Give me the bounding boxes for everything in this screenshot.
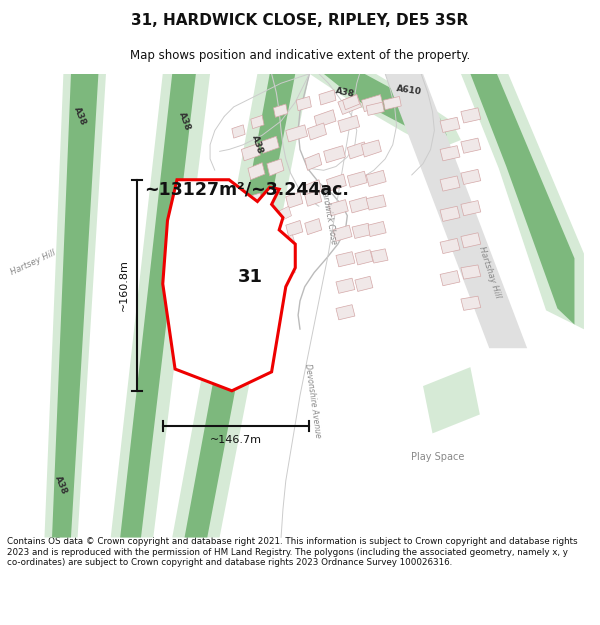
Polygon shape: [232, 125, 245, 138]
Polygon shape: [274, 104, 287, 118]
Text: A38: A38: [177, 111, 192, 132]
Text: A38: A38: [335, 86, 356, 99]
Polygon shape: [470, 74, 574, 324]
Polygon shape: [44, 74, 106, 538]
Text: ~13127m²/~3.244ac.: ~13127m²/~3.244ac.: [144, 180, 349, 198]
Polygon shape: [338, 116, 359, 132]
Polygon shape: [355, 276, 373, 291]
Polygon shape: [366, 195, 386, 210]
Polygon shape: [461, 169, 481, 184]
Polygon shape: [461, 201, 481, 216]
Polygon shape: [172, 74, 310, 538]
Polygon shape: [328, 199, 348, 216]
Polygon shape: [308, 123, 326, 140]
Polygon shape: [440, 146, 460, 161]
Polygon shape: [305, 180, 322, 197]
Polygon shape: [355, 250, 373, 265]
Polygon shape: [461, 138, 481, 153]
Polygon shape: [286, 192, 303, 208]
Polygon shape: [323, 74, 446, 145]
Polygon shape: [185, 74, 295, 538]
Polygon shape: [423, 367, 480, 433]
Text: Devonshire Avenue: Devonshire Avenue: [302, 362, 322, 438]
Polygon shape: [267, 159, 284, 176]
Text: Play Space: Play Space: [410, 452, 464, 462]
Text: Map shows position and indicative extent of the property.: Map shows position and indicative extent…: [130, 49, 470, 62]
Text: ~146.7m: ~146.7m: [210, 435, 262, 445]
Polygon shape: [286, 125, 308, 142]
Polygon shape: [310, 74, 461, 149]
Polygon shape: [296, 96, 311, 111]
Polygon shape: [333, 225, 352, 241]
Polygon shape: [347, 171, 367, 187]
Polygon shape: [440, 118, 460, 132]
Polygon shape: [366, 170, 386, 186]
Polygon shape: [336, 304, 355, 320]
Polygon shape: [305, 219, 322, 234]
Text: ~160.8m: ~160.8m: [119, 259, 129, 311]
Polygon shape: [366, 102, 384, 116]
Polygon shape: [52, 74, 98, 538]
Polygon shape: [461, 74, 584, 329]
Polygon shape: [232, 232, 246, 246]
Polygon shape: [248, 162, 265, 180]
Text: Contains OS data © Crown copyright and database right 2021. This information is : Contains OS data © Crown copyright and d…: [7, 538, 578, 568]
Polygon shape: [286, 221, 303, 236]
Polygon shape: [338, 94, 362, 114]
Polygon shape: [352, 223, 371, 238]
Text: Hartsey Hill: Hartsey Hill: [9, 249, 57, 278]
Polygon shape: [371, 249, 388, 263]
Polygon shape: [260, 136, 279, 153]
Polygon shape: [232, 288, 246, 301]
Polygon shape: [283, 234, 295, 249]
Polygon shape: [362, 94, 383, 112]
Polygon shape: [229, 269, 243, 282]
Polygon shape: [347, 142, 367, 159]
Polygon shape: [385, 74, 527, 348]
Polygon shape: [319, 90, 336, 105]
Polygon shape: [461, 296, 481, 311]
Polygon shape: [440, 271, 460, 286]
Polygon shape: [440, 176, 460, 191]
Polygon shape: [241, 144, 260, 161]
Polygon shape: [461, 265, 481, 279]
Polygon shape: [163, 180, 295, 391]
Text: Hardwick Close: Hardwick Close: [319, 186, 338, 246]
Polygon shape: [440, 238, 460, 254]
Polygon shape: [279, 206, 292, 221]
Text: 31, HARDWICK CLOSE, RIPLEY, DE5 3SR: 31, HARDWICK CLOSE, RIPLEY, DE5 3SR: [131, 13, 469, 28]
Polygon shape: [220, 217, 234, 230]
Polygon shape: [461, 108, 481, 123]
Polygon shape: [336, 278, 355, 293]
Text: A38: A38: [250, 134, 265, 156]
Polygon shape: [461, 232, 481, 248]
Text: A38: A38: [71, 106, 88, 127]
Polygon shape: [362, 140, 382, 157]
Polygon shape: [314, 110, 336, 128]
Polygon shape: [349, 197, 369, 213]
Polygon shape: [383, 96, 401, 110]
Polygon shape: [248, 193, 262, 206]
Polygon shape: [440, 206, 460, 221]
Text: A610: A610: [395, 84, 422, 96]
Text: Hartshay Hill: Hartshay Hill: [476, 246, 502, 299]
Polygon shape: [368, 221, 386, 236]
Polygon shape: [111, 74, 210, 538]
Polygon shape: [305, 153, 322, 170]
Polygon shape: [251, 116, 264, 129]
Polygon shape: [223, 250, 236, 263]
Polygon shape: [232, 202, 246, 216]
Polygon shape: [283, 263, 295, 278]
Polygon shape: [326, 174, 346, 191]
Text: A38: A38: [53, 475, 68, 496]
Polygon shape: [336, 252, 355, 267]
Text: 31: 31: [238, 268, 263, 286]
Polygon shape: [305, 190, 322, 206]
Polygon shape: [323, 146, 346, 162]
Polygon shape: [120, 74, 196, 538]
Polygon shape: [343, 94, 359, 110]
